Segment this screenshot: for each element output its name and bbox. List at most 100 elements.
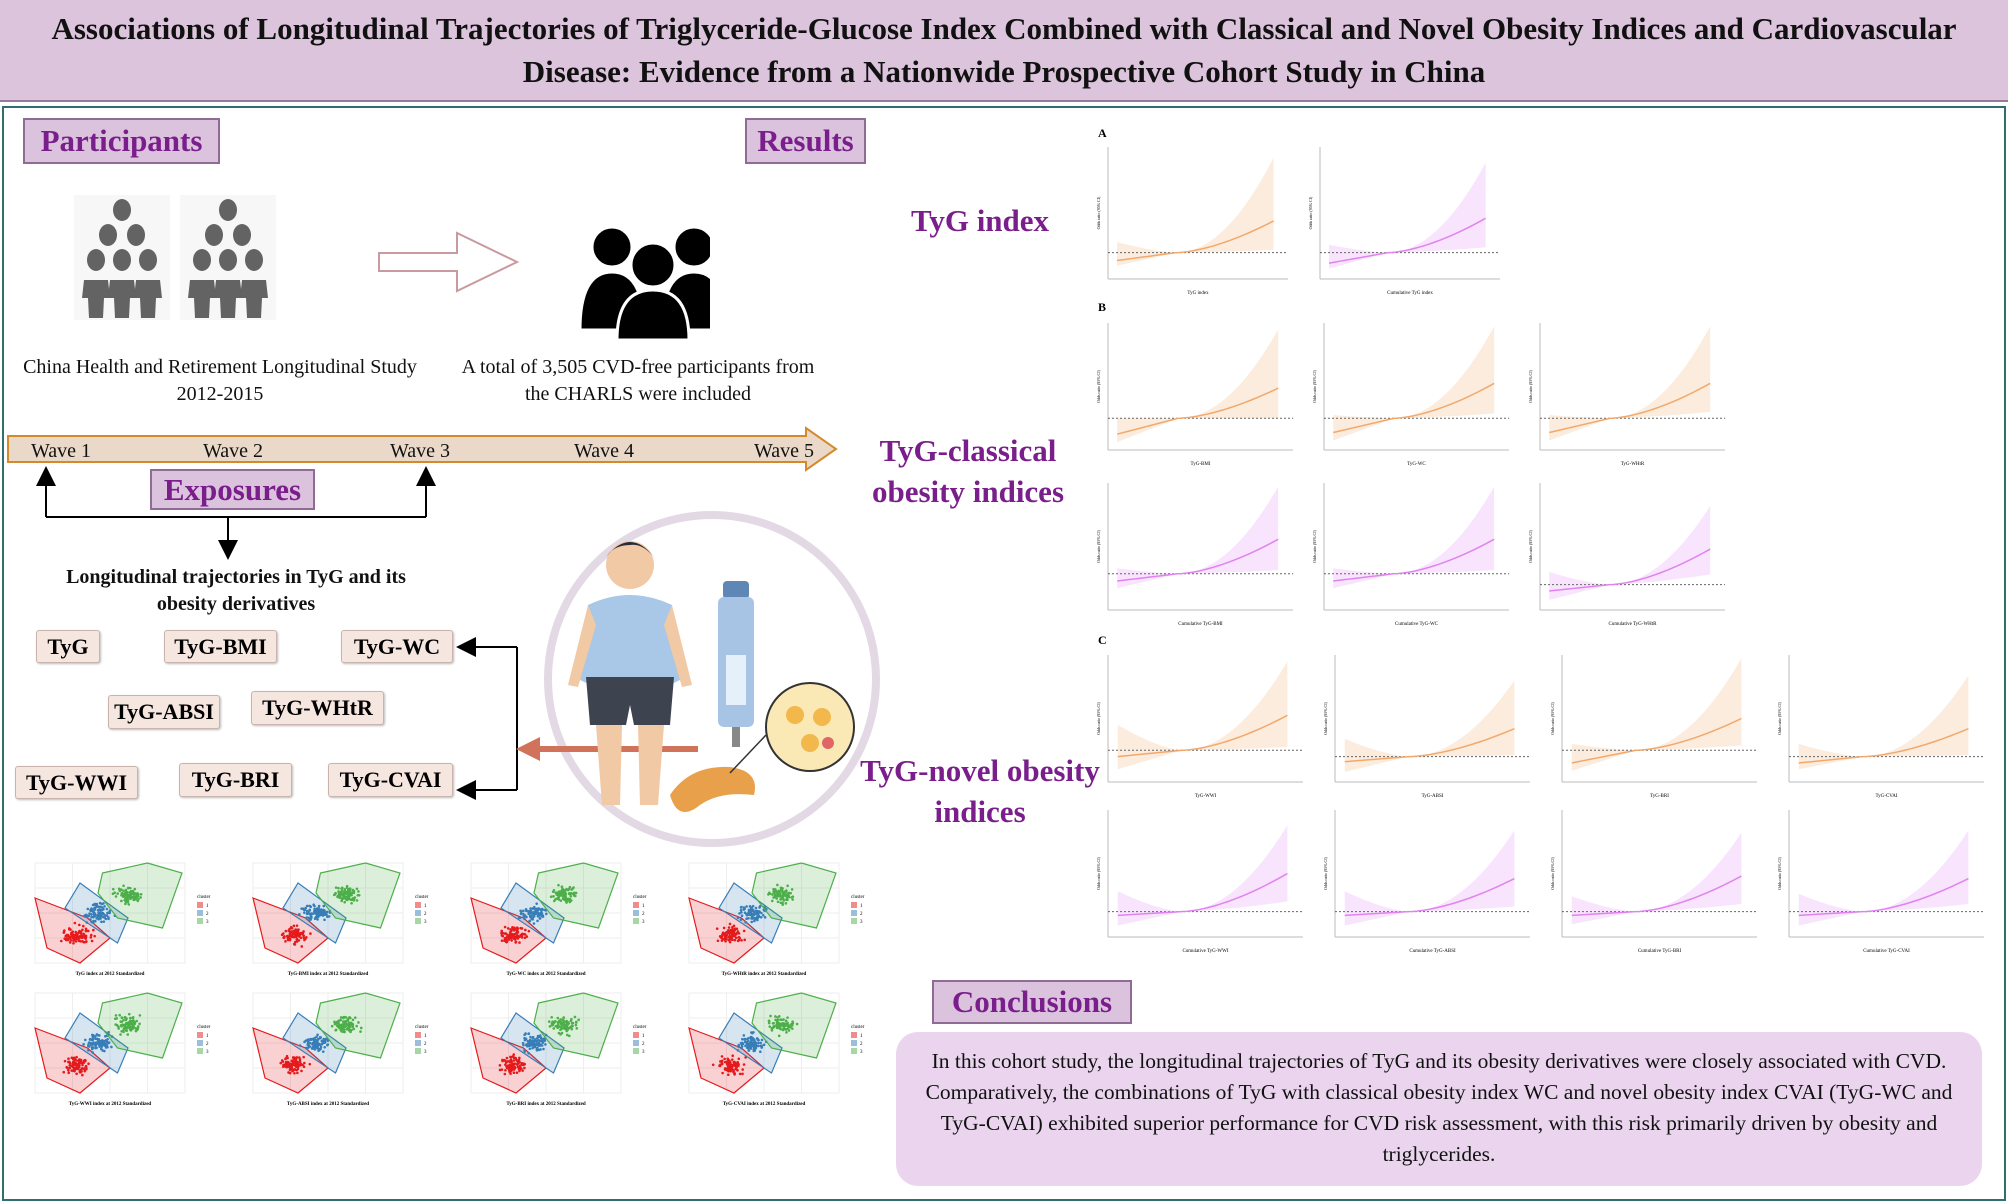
index-tyg-bmi: TyG-BMI xyxy=(164,630,277,663)
legend-swatch xyxy=(633,918,639,924)
data-point xyxy=(524,928,527,932)
data-point xyxy=(761,913,765,917)
data-point xyxy=(757,1041,760,1045)
data-point xyxy=(552,889,556,892)
person-body xyxy=(240,280,268,318)
data-point xyxy=(325,1043,329,1047)
data-point xyxy=(99,1043,103,1047)
panel-label-a: A xyxy=(1098,126,1107,140)
data-point xyxy=(507,1066,511,1070)
data-point xyxy=(102,1041,106,1045)
data-point xyxy=(742,929,746,933)
data-point xyxy=(776,900,780,904)
data-point xyxy=(529,1035,532,1039)
data-point xyxy=(67,1068,70,1072)
data-point xyxy=(106,1037,109,1041)
data-point xyxy=(756,1044,760,1048)
data-point xyxy=(759,1050,762,1054)
data-point xyxy=(308,904,312,908)
or-curve xyxy=(1344,727,1515,763)
legend-title: cluster xyxy=(851,1025,865,1030)
data-point xyxy=(556,1016,560,1020)
data-point xyxy=(103,1039,106,1043)
data-point xyxy=(737,1045,741,1049)
data-point xyxy=(500,934,504,937)
data-point xyxy=(94,1046,97,1050)
data-point xyxy=(535,902,538,905)
data-point xyxy=(77,1064,80,1068)
data-point xyxy=(300,907,303,910)
y-axis-label: Odds ratio (95% CI) xyxy=(1550,856,1555,889)
data-point xyxy=(347,890,350,894)
data-point xyxy=(282,936,285,939)
rcs-plot: TyG-BRI Odds ratio (95% CI) xyxy=(1550,655,1757,799)
or-curve xyxy=(1333,382,1495,434)
data-point xyxy=(566,888,570,892)
legend-swatch xyxy=(197,902,203,908)
data-point xyxy=(340,1026,344,1029)
legend-label: 2 xyxy=(860,1042,863,1047)
data-point xyxy=(528,919,531,923)
data-point xyxy=(293,1068,297,1071)
data-point xyxy=(504,1061,508,1064)
data-point xyxy=(512,1068,516,1071)
data-point xyxy=(749,906,753,910)
data-point xyxy=(567,1022,571,1025)
data-point xyxy=(290,1063,293,1066)
data-point xyxy=(511,1054,515,1058)
data-point xyxy=(330,1024,334,1028)
data-point xyxy=(101,911,105,915)
x-axis-label: Cumulative TyG-WC xyxy=(1395,622,1439,627)
data-point xyxy=(298,1060,302,1064)
data-point xyxy=(295,1056,299,1059)
data-point xyxy=(736,1061,739,1065)
legend-swatch xyxy=(851,918,857,924)
person-head xyxy=(245,249,263,271)
cluster-hull xyxy=(315,992,401,1059)
legend-label: 1 xyxy=(642,904,645,909)
legend-label: 2 xyxy=(424,912,427,917)
data-point xyxy=(783,890,786,894)
data-point xyxy=(137,897,140,901)
data-point xyxy=(757,915,761,919)
data-point xyxy=(753,1048,757,1051)
legend-swatch xyxy=(633,1040,639,1046)
x-axis-label: TyG-BRI index at 2012 Standardized xyxy=(506,1102,586,1107)
data-point xyxy=(136,893,140,896)
data-point xyxy=(97,905,101,908)
data-point xyxy=(537,914,541,917)
data-point xyxy=(89,918,92,921)
data-point xyxy=(781,903,785,906)
data-point xyxy=(711,1063,715,1067)
data-point xyxy=(353,1016,357,1019)
data-point xyxy=(790,888,794,891)
data-point xyxy=(733,938,737,942)
data-point xyxy=(75,1072,78,1076)
scatter-plot: cluster 1 2 3 TyG index at 2012 Standardized xyxy=(34,862,211,977)
data-point xyxy=(529,907,532,910)
data-point xyxy=(770,899,774,903)
data-point xyxy=(746,1043,749,1047)
data-point xyxy=(288,927,291,931)
data-point xyxy=(560,885,564,889)
y-axis-label: Odds ratio (95% CI) xyxy=(1777,856,1782,889)
data-point xyxy=(320,1039,324,1043)
ci-band xyxy=(1344,680,1515,772)
data-point xyxy=(124,902,127,906)
data-point xyxy=(71,930,74,933)
data-point xyxy=(117,1027,120,1030)
data-point xyxy=(297,928,300,931)
data-point xyxy=(67,1057,70,1061)
legend-label: 3 xyxy=(424,920,427,925)
data-point xyxy=(744,1044,747,1048)
cluster-hull xyxy=(470,897,547,964)
data-point xyxy=(351,888,355,892)
legend-swatch xyxy=(415,910,421,916)
data-point xyxy=(292,929,295,933)
data-point xyxy=(284,1057,288,1060)
ci-band xyxy=(1117,329,1279,443)
data-point xyxy=(769,1014,772,1018)
data-point xyxy=(741,1068,744,1071)
x-axis-label: Cumulative TyG-BMI xyxy=(1178,622,1223,627)
data-point xyxy=(319,913,322,917)
